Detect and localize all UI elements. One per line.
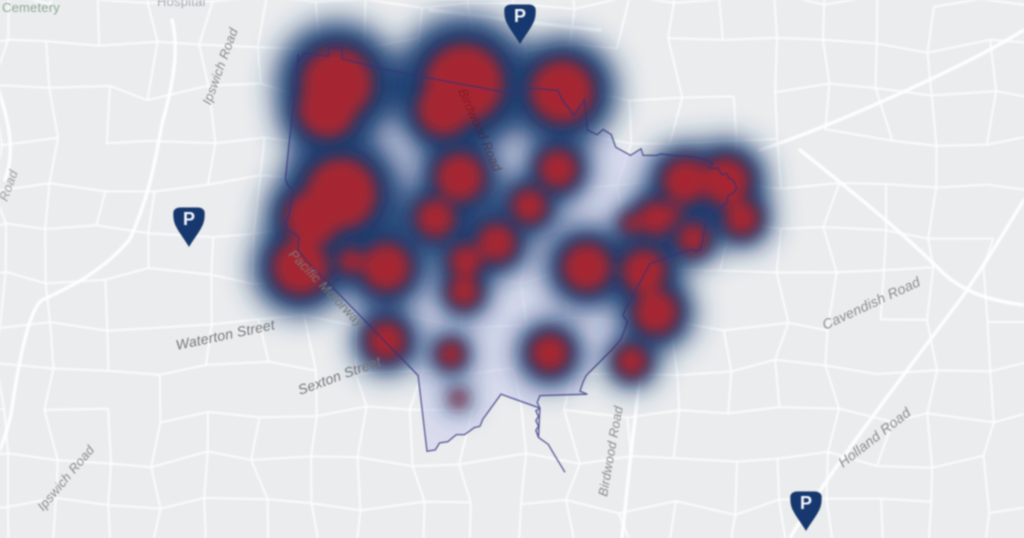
svg-text:P: P xyxy=(183,209,195,229)
svg-text:Hospital: Hospital xyxy=(157,0,206,9)
svg-text:Cemetery: Cemetery xyxy=(2,0,60,15)
svg-text:P: P xyxy=(514,6,526,26)
svg-text:P: P xyxy=(800,493,812,513)
